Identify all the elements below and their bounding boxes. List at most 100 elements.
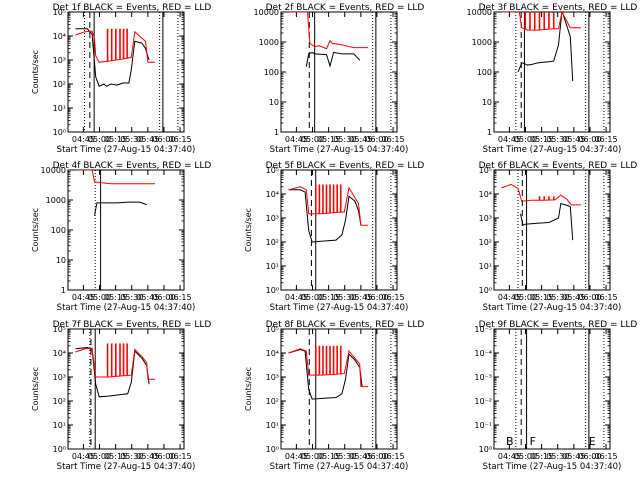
x-tick-label: 05:30	[120, 293, 143, 302]
y-tick-label: 10⁴	[479, 190, 492, 199]
x-tick-label: 06:00	[578, 293, 601, 302]
chart-title: Det 4f BLACK = Events, RED = LLD	[53, 161, 212, 171]
x-tick-label: 04:45	[285, 135, 308, 144]
x-tick-label: 06:15	[169, 293, 192, 302]
x-tick-label: 06:00	[365, 135, 388, 144]
plot-frame	[493, 11, 611, 133]
y-tick-label: 10²	[266, 397, 279, 406]
x-tick-label: 05:15	[317, 135, 340, 144]
x-tick-label: 05:15	[530, 452, 553, 461]
x-tick-label: 04:45	[72, 293, 95, 302]
y-tick-label: 10⁻¹	[474, 421, 492, 430]
y-tick-label: 10³	[53, 373, 66, 382]
x-tick-label: 05:00	[514, 293, 537, 302]
chart-panel: Det 9f BLACK = Events, RED = LLD 10⁰ 10⁻¹ 1…	[474, 320, 637, 472]
y-tick-label: 10⁻³	[474, 373, 492, 382]
x-tick-label: 06:15	[169, 452, 192, 461]
plot-frame	[280, 11, 398, 133]
x-axis-label: Start Time (27-Aug-15 04:37:40)	[270, 303, 409, 313]
y-tick-label: 10⁻²	[474, 397, 492, 406]
x-tick-label: 05:00	[301, 135, 324, 144]
x-tick-label: 05:15	[104, 293, 127, 302]
x-tick-label: 04:45	[498, 452, 521, 461]
x-tick-label: 05:30	[546, 452, 569, 461]
x-tick-label: 06:15	[382, 293, 405, 302]
x-tick-label: 05:15	[104, 135, 127, 144]
chart-panel: Det 7f BLACK = Events, RED = LLD 10⁰ 10¹ 10…	[31, 320, 211, 472]
plot-frame	[67, 328, 185, 450]
plot-frame	[67, 11, 185, 133]
x-tick-label: 06:00	[365, 452, 388, 461]
y-tick-label: 1	[274, 128, 279, 137]
x-tick-label: 05:30	[546, 135, 569, 144]
plot-frame	[280, 328, 398, 450]
state-letter: B	[506, 435, 514, 448]
x-axis-label: Start Time (27-Aug-15 04:37:40)	[483, 462, 622, 472]
x-tick-label: 04:45	[498, 135, 521, 144]
y-tick-label: 100	[51, 226, 66, 235]
y-tick-label: 1	[487, 128, 492, 137]
y-tick-label: 10³	[266, 373, 279, 382]
chart-title: Det 6f BLACK = Events, RED = LLD	[479, 161, 638, 171]
chart-panel: Det 3f BLACK = Events, RED = LLD 1 10 100 10…	[467, 3, 638, 155]
chart-title: Det 8f BLACK = Events, RED = LLD	[266, 320, 425, 330]
x-tick-label: 06:15	[595, 135, 618, 144]
y-tick-label: 10¹	[53, 104, 66, 113]
events-series-line	[520, 202, 574, 241]
x-tick-label: 05:30	[546, 293, 569, 302]
y-axis-label: Counts/sec	[31, 208, 40, 252]
x-tick-label: 04:45	[285, 293, 308, 302]
x-tick-label: 05:30	[333, 293, 356, 302]
y-axis-label: Counts/sec	[244, 367, 253, 411]
x-tick-label: 06:15	[595, 452, 618, 461]
x-axis-label: Start Time (27-Aug-15 04:37:40)	[483, 145, 622, 155]
chart-title: Det 5f BLACK = Events, RED = LLD	[266, 161, 425, 171]
x-tick-label: 05:45	[349, 135, 372, 144]
y-tick-label: 10	[269, 98, 279, 107]
x-tick-label: 06:00	[152, 452, 175, 461]
x-tick-label: 05:15	[317, 293, 340, 302]
events-series-line	[305, 51, 361, 68]
events-series-line	[517, 12, 574, 82]
y-tick-label: 10²	[479, 238, 492, 247]
x-tick-label: 05:45	[562, 293, 585, 302]
plot-frame	[493, 328, 611, 450]
chart-title: Det 7f BLACK = Events, RED = LLD	[53, 320, 212, 330]
x-tick-label: 05:00	[88, 135, 111, 144]
x-tick-label: 06:00	[578, 135, 601, 144]
y-tick-label: 10²	[53, 397, 66, 406]
x-tick-label: 05:30	[120, 135, 143, 144]
x-tick-label: 05:15	[530, 293, 553, 302]
y-tick-label: 10⁵	[266, 325, 279, 334]
x-tick-label: 05:30	[120, 452, 143, 461]
y-tick-label: 10000	[254, 8, 279, 17]
y-tick-label: 10²	[53, 80, 66, 89]
x-tick-label: 05:00	[301, 452, 324, 461]
y-tick-label: 100	[477, 68, 492, 77]
x-tick-label: 04:45	[285, 452, 308, 461]
y-tick-label: 100	[264, 68, 279, 77]
x-tick-label: 04:45	[72, 135, 95, 144]
events-series-line	[94, 201, 147, 216]
x-tick-label: 05:30	[333, 452, 356, 461]
x-tick-label: 05:30	[333, 135, 356, 144]
y-tick-label: 10⁴	[53, 349, 66, 358]
y-tick-label: 10⁰	[53, 445, 66, 454]
chart-panel: Det 1f BLACK = Events, RED = LLD 10⁰ 10¹ 10…	[31, 3, 211, 155]
x-tick-label: 05:45	[562, 452, 585, 461]
x-tick-label: 05:45	[349, 293, 372, 302]
y-axis-label: Counts/sec	[244, 208, 253, 252]
x-tick-label: 04:45	[72, 452, 95, 461]
events-series-line	[288, 189, 362, 243]
chart-title: Det 2f BLACK = Events, RED = LLD	[266, 3, 425, 13]
y-tick-label: 10¹	[266, 262, 279, 271]
y-tick-label: 10⁻⁴	[474, 349, 492, 358]
lld-series-line	[501, 12, 581, 31]
x-axis-label: Start Time (27-Aug-15 04:37:40)	[57, 145, 196, 155]
y-tick-label: 10	[56, 256, 66, 265]
chart-title: Det 1f BLACK = Events, RED = LLD	[53, 3, 212, 13]
lld-series-line	[501, 183, 581, 206]
y-tick-label: 10⁰	[266, 445, 279, 454]
x-tick-label: 05:00	[514, 452, 537, 461]
x-tick-label: 06:15	[382, 135, 405, 144]
